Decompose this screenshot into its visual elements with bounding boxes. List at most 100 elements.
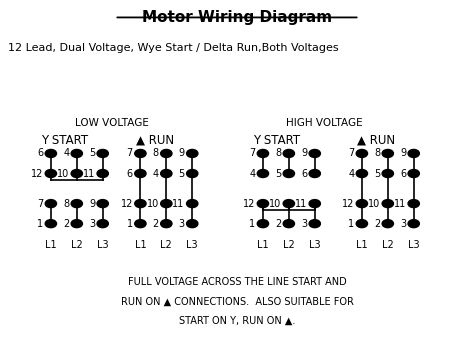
Text: 10: 10 <box>269 198 281 209</box>
Text: 6: 6 <box>127 168 133 179</box>
Text: 10: 10 <box>368 198 380 209</box>
Circle shape <box>97 149 109 157</box>
Text: 5: 5 <box>89 149 95 158</box>
Circle shape <box>97 220 109 228</box>
Circle shape <box>71 220 82 228</box>
Circle shape <box>382 149 393 157</box>
Text: 12: 12 <box>120 198 133 209</box>
Text: FULL VOLTAGE ACROSS THE LINE START AND: FULL VOLTAGE ACROSS THE LINE START AND <box>128 277 346 287</box>
Text: L1: L1 <box>356 240 368 250</box>
Text: 3: 3 <box>400 219 406 228</box>
Text: ▲ RUN: ▲ RUN <box>136 133 174 147</box>
Text: 2: 2 <box>153 219 159 228</box>
Text: 3: 3 <box>89 219 95 228</box>
Text: 6: 6 <box>37 149 43 158</box>
Circle shape <box>283 220 294 228</box>
Circle shape <box>382 200 393 208</box>
Text: L2: L2 <box>160 240 172 250</box>
Circle shape <box>283 170 294 178</box>
Text: LOW VOLTAGE: LOW VOLTAGE <box>75 118 149 128</box>
Circle shape <box>309 149 320 157</box>
Circle shape <box>187 220 198 228</box>
Circle shape <box>135 200 146 208</box>
Text: 5: 5 <box>178 168 185 179</box>
Text: 2: 2 <box>374 219 380 228</box>
Circle shape <box>309 170 320 178</box>
Circle shape <box>135 170 146 178</box>
Text: 11: 11 <box>83 168 95 179</box>
Text: L1: L1 <box>45 240 57 250</box>
Circle shape <box>257 149 269 157</box>
Circle shape <box>408 220 419 228</box>
Text: 12: 12 <box>31 168 43 179</box>
Circle shape <box>45 170 56 178</box>
Circle shape <box>309 220 320 228</box>
Text: 4: 4 <box>153 168 159 179</box>
Text: 8: 8 <box>275 149 281 158</box>
Circle shape <box>408 149 419 157</box>
Text: 5: 5 <box>374 168 380 179</box>
Circle shape <box>356 200 367 208</box>
Text: 6: 6 <box>400 168 406 179</box>
Text: 4: 4 <box>249 168 255 179</box>
Text: L3: L3 <box>309 240 320 250</box>
Circle shape <box>408 200 419 208</box>
Circle shape <box>71 170 82 178</box>
Circle shape <box>97 170 109 178</box>
Text: L1: L1 <box>257 240 269 250</box>
Text: RUN ON ▲ CONNECTIONS.  ALSO SUITABLE FOR: RUN ON ▲ CONNECTIONS. ALSO SUITABLE FOR <box>120 297 354 307</box>
Circle shape <box>45 200 56 208</box>
Text: 12 Lead, Dual Voltage, Wye Start / Delta Run,Both Voltages: 12 Lead, Dual Voltage, Wye Start / Delta… <box>9 43 339 53</box>
Text: L2: L2 <box>283 240 295 250</box>
Circle shape <box>161 170 172 178</box>
Text: 8: 8 <box>63 198 69 209</box>
Text: Motor Wiring Diagram: Motor Wiring Diagram <box>142 10 332 25</box>
Circle shape <box>71 200 82 208</box>
Text: L2: L2 <box>382 240 394 250</box>
Circle shape <box>309 200 320 208</box>
Circle shape <box>283 149 294 157</box>
Text: L3: L3 <box>186 240 198 250</box>
Text: L3: L3 <box>97 240 109 250</box>
Circle shape <box>161 200 172 208</box>
Text: 8: 8 <box>374 149 380 158</box>
Circle shape <box>45 220 56 228</box>
Text: 11: 11 <box>173 198 185 209</box>
Text: 11: 11 <box>394 198 406 209</box>
Text: L1: L1 <box>135 240 146 250</box>
Text: ▲ RUN: ▲ RUN <box>357 133 395 147</box>
Circle shape <box>356 149 367 157</box>
Text: START ON Y, RUN ON ▲.: START ON Y, RUN ON ▲. <box>179 316 295 326</box>
Text: 2: 2 <box>275 219 281 228</box>
Circle shape <box>257 220 269 228</box>
Circle shape <box>45 149 56 157</box>
Circle shape <box>161 220 172 228</box>
Circle shape <box>187 170 198 178</box>
Text: 10: 10 <box>146 198 159 209</box>
Text: 7: 7 <box>249 149 255 158</box>
Text: 12: 12 <box>342 198 355 209</box>
Circle shape <box>135 220 146 228</box>
Text: 4: 4 <box>348 168 355 179</box>
Text: 12: 12 <box>243 198 255 209</box>
Circle shape <box>356 170 367 178</box>
Text: 1: 1 <box>249 219 255 228</box>
Text: 10: 10 <box>57 168 69 179</box>
Circle shape <box>382 220 393 228</box>
Text: HIGH VOLTAGE: HIGH VOLTAGE <box>286 118 363 128</box>
Text: 9: 9 <box>400 149 406 158</box>
Text: L2: L2 <box>71 240 82 250</box>
Text: 9: 9 <box>89 198 95 209</box>
Text: 5: 5 <box>275 168 281 179</box>
Text: 8: 8 <box>153 149 159 158</box>
Text: Y START: Y START <box>254 133 301 147</box>
Text: 1: 1 <box>127 219 133 228</box>
Circle shape <box>356 220 367 228</box>
Circle shape <box>257 200 269 208</box>
Text: 9: 9 <box>179 149 185 158</box>
Text: 3: 3 <box>301 219 307 228</box>
Circle shape <box>161 149 172 157</box>
Circle shape <box>187 149 198 157</box>
Text: 1: 1 <box>37 219 43 228</box>
Text: 2: 2 <box>63 219 69 228</box>
